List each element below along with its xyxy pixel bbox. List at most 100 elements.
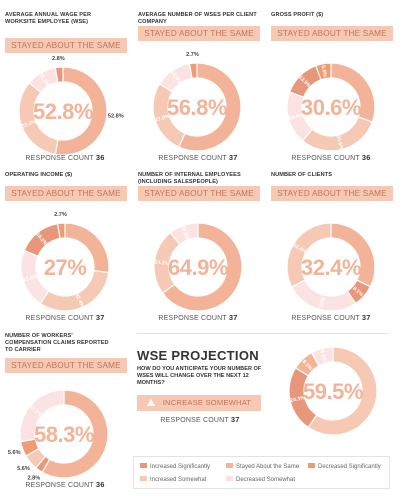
legend-item: Increased Significantly [140, 463, 210, 470]
slice-label: 5.6% [320, 65, 328, 78]
response-count: RESPONSE COUNT 37 [138, 313, 258, 322]
legend-swatch [308, 463, 315, 468]
donut-slice-decreased-significantly [315, 62, 332, 81]
response-count: RESPONSE COUNT 37 [5, 313, 125, 322]
response-count: RESPONSE COUNT 37 [138, 153, 258, 162]
donut-center-value: 56.8% [167, 95, 227, 120]
chart-title: OPERATING INCOME ($) [5, 172, 73, 178]
donut-chart-projection: 24.3%8.1%8.1%59.5% [288, 346, 378, 436]
donut-slice-stayed-same [161, 222, 243, 312]
panel-claims: NUMBER OF WORKERS' COMPENSATION CLAIMS R… [5, 333, 130, 493]
response-count-value: 37 [361, 313, 371, 322]
donut-chart-income: 32.4%21.6%16.2%2.7%27% [20, 212, 110, 312]
response-count: RESPONSE COUNT 36 [5, 480, 125, 489]
slice-label: 2.8% [27, 476, 40, 482]
slice-label: 19.4% [288, 113, 304, 123]
legend-item: Stayed About the Same [226, 463, 299, 470]
slice-label: 27.0% [154, 113, 170, 123]
response-count-label: RESPONSE COUNT [25, 315, 94, 322]
legend-swatch [226, 463, 233, 468]
slice-label: 2.7% [186, 52, 199, 58]
response-count: RESPONSE COUNT 37 [271, 313, 391, 322]
answer-bar: STAYED ABOUT THE SAME [138, 186, 260, 201]
response-count-label: RESPONSE COUNT [25, 482, 94, 489]
donut-chart-internal: 24.3% 10.8% 64.9% [153, 222, 243, 312]
response-count: RESPONSE COUNT 37 [140, 415, 260, 424]
chart-title: NUMBER OF WORKERS' COMPENSATION CLAIMS R… [5, 333, 109, 353]
donut-slice-stayed-same [41, 389, 109, 479]
panel-wses: AVERAGE NUMBER OF WSES PER CLIENT COMPAN… [138, 12, 263, 162]
response-count-label: RESPONSE COUNT [158, 155, 227, 162]
response-count-label: RESPONSE COUNT [160, 417, 229, 424]
donut-center-value: 27% [44, 255, 87, 280]
donut-slice-stayed-same [177, 62, 242, 152]
legend-item: Decreased Somewhat [226, 476, 295, 483]
response-count-value: 37 [95, 313, 105, 322]
chart-title: AVERAGE NUMBER OF WSES PER CLIENT COMPAN… [138, 12, 257, 25]
legend-label: Decreased Somewhat [236, 477, 296, 483]
response-count-value: 36 [361, 153, 371, 162]
projection-answer-label: INCREASE SOMEWHAT [162, 398, 252, 407]
legend-swatch [226, 476, 233, 481]
legend-label: Decreased Significantly [318, 464, 381, 470]
donut-chart-claims: 2.8%5.6%5.6%27.8%58.3% [8, 389, 109, 482]
donut-center-value: 52.8% [33, 99, 93, 124]
slice-label: 2.7% [54, 212, 67, 218]
response-count-label: RESPONSE COUNT [291, 315, 360, 322]
slice-label: 5.6% [17, 466, 30, 472]
response-count: RESPONSE COUNT 36 [5, 153, 125, 162]
donut-slice-decreased-somewhat [19, 389, 65, 443]
response-count-value: 36 [95, 153, 105, 162]
response-count-label: RESPONSE COUNT [291, 155, 360, 162]
panel-income: OPERATING INCOME ($) STAYED ABOUT THE SA… [5, 172, 130, 322]
donut-slice-increased-somewhat [307, 346, 378, 436]
legend-swatch [140, 476, 147, 481]
answer-bar: STAYED ABOUT THE SAME [271, 186, 393, 201]
slice-label: 27% [319, 296, 328, 308]
answer-bar: STAYED ABOUT THE SAME [5, 186, 127, 201]
slice-label: 24.3% [154, 259, 170, 267]
donut-slice-decreased-somewhat [310, 346, 334, 367]
donut-slice-decreased-somewhat [169, 222, 199, 246]
slice-label: 33.3% [21, 119, 37, 130]
donut-center-value: 58.3% [34, 422, 94, 447]
panel-wage: AVERAGE ANNUAL WAGE PER WORKSITE EMPLOYE… [5, 12, 130, 162]
donut-center-value: 64.9% [168, 255, 228, 280]
donut-chart-wage: 52.8%33.3%11.1%2.8%52.8% [18, 56, 124, 156]
donut-center-value: 32.4% [301, 255, 361, 280]
donut-chart-clients: 8.1%27%32.4%32.4% [286, 222, 376, 312]
slice-label: 5.6% [8, 450, 21, 456]
divider [137, 333, 389, 334]
legend-label: Increased Significantly [150, 464, 211, 470]
slice-label: 8.1% [318, 349, 327, 362]
donut-chart-wses: 27.0%13.5%2.7%56.8% [152, 52, 242, 152]
slice-label: 32.4% [73, 293, 85, 309]
chart-title: NUMBER OF INTERNAL EMPLOYEES (INCLUDING … [138, 172, 241, 185]
slice-label: 30.6% [335, 135, 345, 151]
answer-bar: STAYED ABOUT THE SAME [138, 26, 260, 41]
legend-label: Increased Somewhat [150, 477, 207, 483]
response-count-value: 37 [228, 153, 238, 162]
response-count-label: RESPONSE COUNT [158, 315, 227, 322]
response-count: RESPONSE COUNT 36 [271, 153, 391, 162]
donut-center-value: 59.5% [303, 379, 363, 404]
answer-bar: STAYED ABOUT THE SAME [5, 358, 127, 373]
chart-title: AVERAGE ANNUAL WAGE PER WORKSITE EMPLOYE… [5, 12, 92, 25]
response-count-label: RESPONSE COUNT [25, 155, 94, 162]
response-count-value: 37 [230, 415, 240, 424]
donut-slice-decreased-significantly [56, 222, 66, 240]
chart-title: GROSS PROFIT ($) [271, 12, 324, 18]
slice-label: 2.8% [52, 56, 65, 62]
projection-title: WSE PROJECTION [137, 348, 259, 363]
answer-bar: STAYED ABOUT THE SAME [5, 38, 127, 53]
projection-question: HOW DO YOU ANTICIPATE YOUR NUMBER OF WSE… [137, 366, 262, 386]
response-count-value: 36 [95, 480, 105, 489]
slice-label: 52.8% [108, 114, 124, 120]
donut-chart-gross: 30.6%19.4%13.9%5.6%30.6% [286, 62, 376, 152]
donut-center-value: 30.6% [301, 95, 361, 120]
legend-label: Stayed About the Same [236, 464, 300, 470]
donut-slice-increased-somewhat [286, 222, 332, 288]
slice-label: 10.8% [180, 225, 191, 241]
slice-label: 21.6% [22, 274, 38, 284]
donut-slice-stayed-same [54, 66, 108, 156]
